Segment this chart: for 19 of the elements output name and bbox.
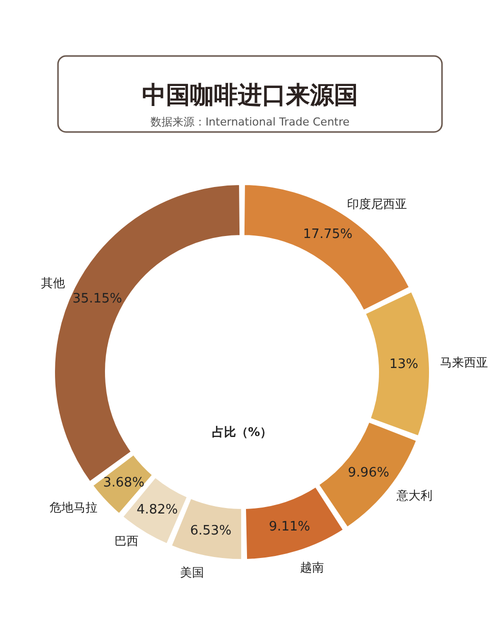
data-label: 3.68% [103, 475, 144, 490]
slice-label: 美国 [180, 565, 204, 580]
slice-label: 意大利 [396, 488, 433, 503]
data-label: 9.11% [268, 519, 310, 534]
slice-label: 马来西亚 [440, 356, 488, 370]
data-label: 4.82% [136, 502, 178, 518]
slice-label: 越南 [300, 560, 324, 574]
slice-label: 其他 [41, 276, 66, 290]
slice-label: 危地马拉 [50, 500, 98, 514]
data-label: 17.75% [302, 227, 353, 242]
data-label: 6.53% [190, 523, 232, 538]
chart-subtitle: 数据来源：International Trade Centre [150, 116, 350, 128]
slice-label: 巴西 [114, 534, 138, 548]
data-label: 9.96% [348, 466, 390, 481]
data-label: 13% [389, 356, 418, 372]
text: 占比（%） [212, 425, 272, 439]
slice-label: 印度尼西亚 [346, 196, 407, 211]
chart-title: 中国咖啡进口来源国 [142, 81, 358, 109]
data-label: 35.15% [72, 292, 122, 307]
